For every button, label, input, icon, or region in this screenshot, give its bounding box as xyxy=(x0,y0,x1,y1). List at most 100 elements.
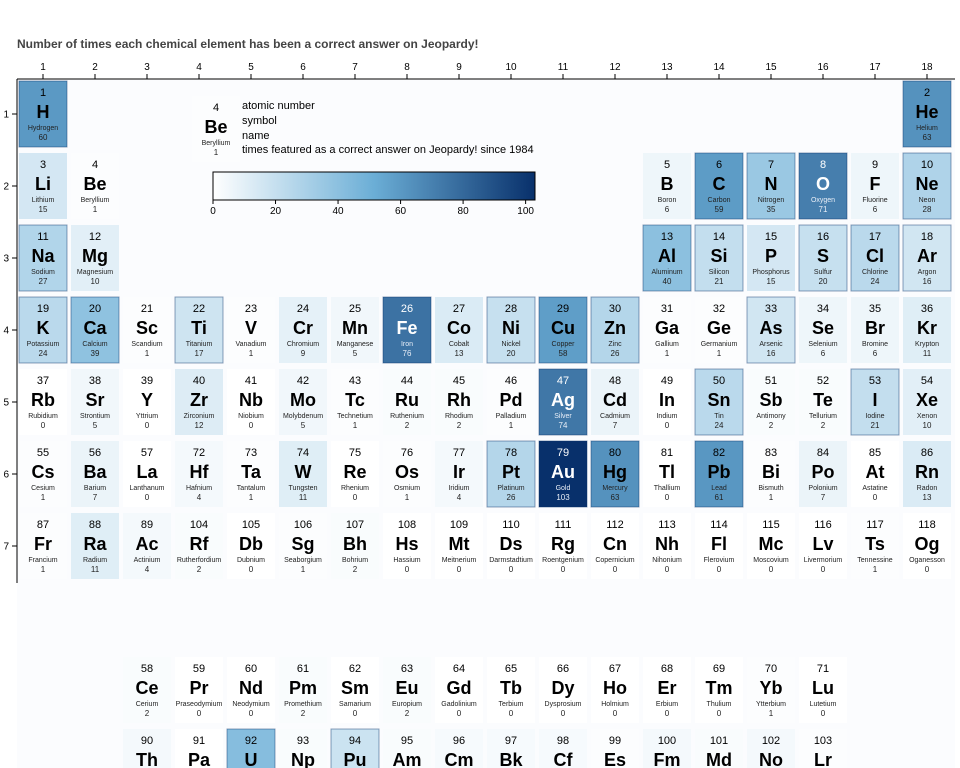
element-cell-pa[interactable]: 91PaProtactinium0 xyxy=(175,729,223,768)
element-cell-np[interactable]: 93NpNeptunium2 xyxy=(279,729,327,768)
element-cell-u[interactable]: 92UUranium42 xyxy=(226,728,276,768)
element-cell-md[interactable]: 101MdMendelevium2 xyxy=(695,729,743,768)
element-cell-am[interactable]: 95AmAmericium2 xyxy=(383,729,431,768)
element-cell-th[interactable]: 90ThThorium4 xyxy=(123,729,171,768)
element-cell-lr[interactable]: 103LrLawrencium1 xyxy=(799,729,847,768)
element-cell-cm[interactable]: 96CmCurium3 xyxy=(435,729,483,768)
element-cell-bk[interactable]: 97BkBerkelium3 xyxy=(487,729,535,768)
element-cell-cf[interactable]: 98CfCalifornium3 xyxy=(539,729,587,768)
element-cell-pu[interactable]: 94PuPlutonium18 xyxy=(330,728,380,768)
element-cell-fm[interactable]: 100FmFermium4 xyxy=(643,729,691,768)
